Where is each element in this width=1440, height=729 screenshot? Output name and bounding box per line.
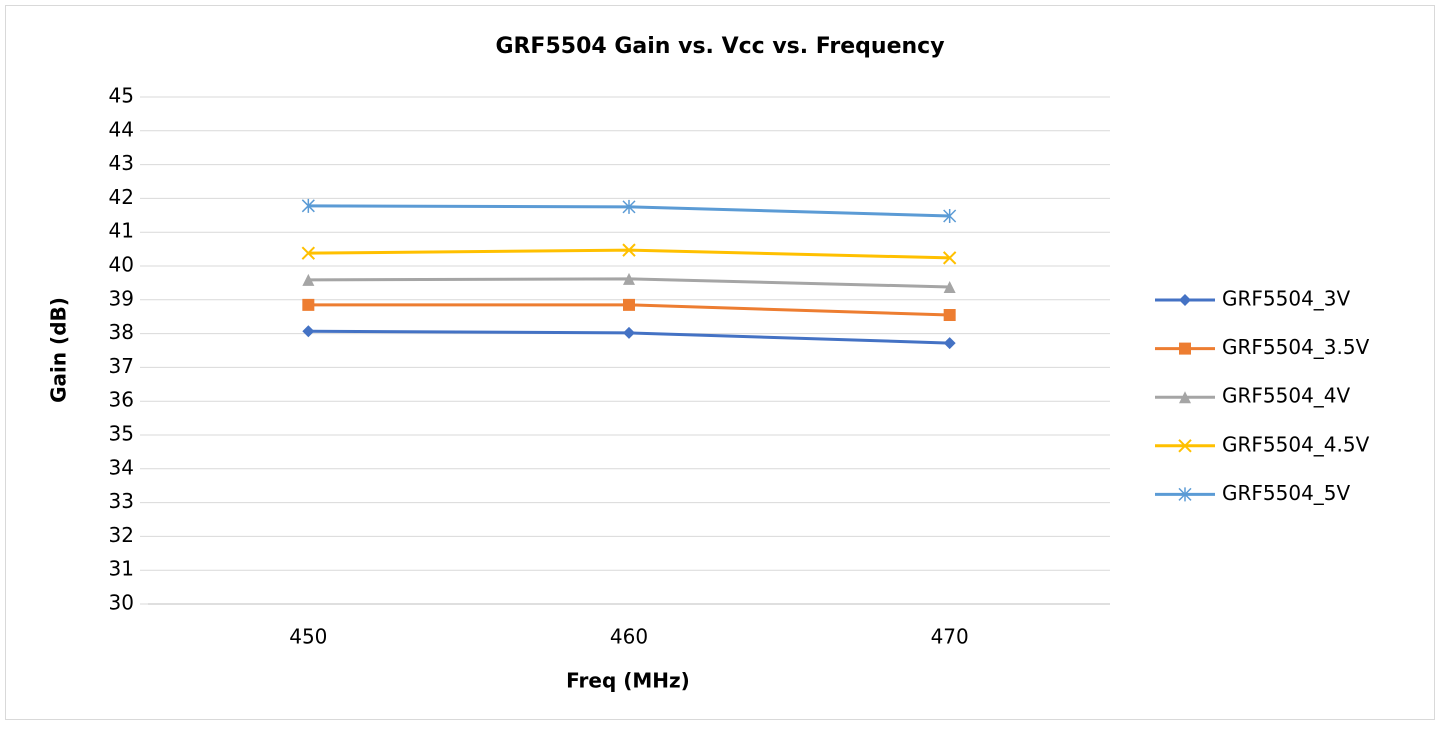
legend-label: GRF5504_5V <box>1222 481 1351 505</box>
y-tick-label: 31 <box>109 557 134 581</box>
y-tick-label: 35 <box>109 422 134 446</box>
chart-border <box>5 5 1435 720</box>
marker <box>943 309 956 322</box>
legend-label: GRF5504_4.5V <box>1222 432 1370 456</box>
marker <box>622 199 636 214</box>
y-tick-label: 33 <box>109 489 134 513</box>
y-tick-label: 44 <box>109 117 134 141</box>
legend-label: GRF5504_3.5V <box>1222 335 1370 359</box>
marker <box>942 251 957 265</box>
marker <box>623 298 635 311</box>
y-tick-label: 45 <box>109 84 134 108</box>
marker <box>623 326 635 339</box>
chart-title: GRF5504 Gain vs. Vcc vs. Frequency <box>495 34 944 59</box>
y-tick-label: 32 <box>109 523 134 547</box>
y-tick-label: 37 <box>109 354 134 378</box>
marker <box>1178 439 1192 453</box>
y-tick-label: 39 <box>109 286 134 310</box>
y-tick-label: 36 <box>109 388 134 412</box>
marker <box>302 298 315 311</box>
marker <box>1178 487 1192 502</box>
marker <box>301 246 316 260</box>
x-tick-label: 450 <box>289 625 327 649</box>
x-tick-label: 470 <box>931 625 969 649</box>
y-tick-label: 34 <box>109 455 134 479</box>
y-tick-label: 40 <box>109 253 134 277</box>
y-tick-label: 30 <box>109 591 134 615</box>
marker <box>622 243 636 257</box>
x-tick-label: 460 <box>610 625 648 649</box>
marker <box>1179 391 1191 404</box>
marker <box>1179 294 1191 306</box>
y-tick-label: 42 <box>109 185 134 209</box>
x-axis-label: Freq (MHz) <box>566 669 690 693</box>
legend-label: GRF5504_4V <box>1222 384 1351 408</box>
legend-label: GRF5504_3V <box>1222 287 1351 311</box>
marker <box>943 280 956 293</box>
y-tick-label: 43 <box>109 151 134 175</box>
marker <box>623 272 635 285</box>
y-axis-label: Gain (dB) <box>47 297 71 403</box>
y-tick-label: 41 <box>109 219 134 243</box>
marker <box>302 325 315 338</box>
marker <box>943 208 957 223</box>
marker <box>302 273 315 286</box>
marker <box>943 337 956 350</box>
marker <box>301 198 315 213</box>
marker <box>1179 342 1191 355</box>
y-tick-label: 38 <box>109 320 134 344</box>
